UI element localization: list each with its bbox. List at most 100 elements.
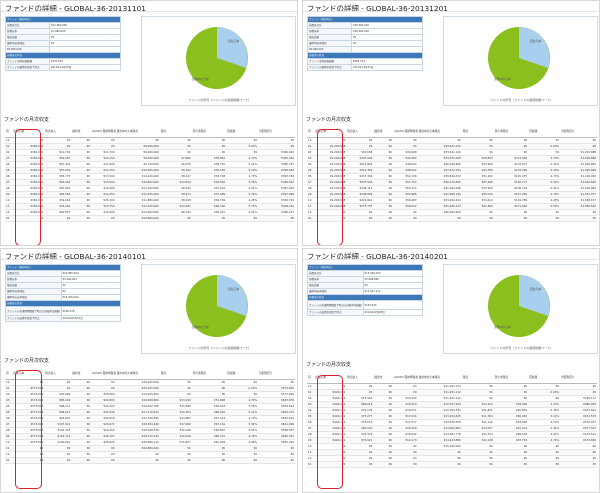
column-header[interactable]: 運用中の元本残高 — [115, 125, 160, 138]
column-header[interactable]: 利息収入 — [44, 367, 72, 380]
column-header[interactable]: 分配利回り — [258, 367, 295, 380]
column-header[interactable]: 分配利回り — [560, 125, 597, 138]
column-header[interactable]: 月 — [5, 367, 13, 380]
column-header[interactable]: 預り金残高 — [493, 371, 529, 384]
column-header[interactable]: 分配利回り — [560, 371, 597, 384]
table-row: 07 ¥426,111 ¥82,560 ¥0 ¥18,109 ¥14,061,667 ¥13… — [307, 425, 597, 432]
column-header[interactable]: AQUSH 貸倒準備金 — [392, 371, 418, 384]
value-cell: ¥0 — [461, 389, 494, 396]
value-cell: ¥0 — [71, 427, 91, 434]
column-header[interactable]: 月 — [5, 125, 13, 138]
value-cell: ¥0 — [346, 143, 374, 150]
value-cell: ¥9,075 — [159, 161, 192, 168]
value-cell: ¥0 — [71, 397, 91, 404]
column-header[interactable]: 預り金残高 — [191, 125, 227, 138]
value-cell: ¥34,935,008 — [417, 155, 462, 162]
value-cell: ¥360,000 — [12, 167, 45, 174]
table-row: 05 ¥1,293,888 ¥214,364 ¥0 ¥48,922 ¥37,522,784… — [307, 167, 597, 174]
column-header[interactable]: 繰替金 — [373, 371, 393, 384]
summary-row: ファンドの全運用期間終了時点の分配予定総額 ¥143,043 — [307, 300, 424, 310]
value-cell: ¥0 — [71, 215, 91, 222]
column-header[interactable]: 運用中の元本残高 — [417, 125, 462, 138]
fund-summary-table: ファンド（現在時点） 出資金合計 ¥46,560,000 目標元本 ¥46,560,00… — [307, 16, 423, 71]
column-header[interactable]: 運用中の元本残高 — [115, 367, 160, 380]
column-header[interactable]: 回収額 — [226, 125, 259, 138]
month-cell: 09 — [5, 433, 13, 440]
value-cell: ¥426,111 — [314, 413, 347, 420]
value-cell: ¥0 — [461, 209, 494, 216]
column-header[interactable]: 残高 — [461, 371, 494, 384]
value-cell: ¥573,600 — [12, 439, 45, 446]
value-cell: ¥0 — [71, 185, 91, 192]
column-header[interactable]: AQUSH 貸倒準備金 — [392, 125, 418, 138]
value-cell: ¥1,431,077 — [560, 191, 597, 198]
column-header[interactable]: 繰替金 — [373, 125, 393, 138]
column-header[interactable]: 分配利回り — [258, 125, 295, 138]
value-cell: ¥0 — [90, 445, 116, 452]
column-header[interactable]: 利息収入 — [346, 371, 374, 384]
value-cell: ¥630,614 — [258, 415, 295, 422]
value-cell: ¥15,353 — [159, 409, 192, 416]
column-header[interactable]: 残高 — [159, 367, 192, 380]
value-cell: ¥47,719 — [493, 437, 529, 444]
panel-title: ファンドの詳細 - GLOBAL-36-20131101 — [1, 1, 297, 12]
value-cell: ¥107,921 — [44, 421, 72, 428]
column-header[interactable]: 預り金残高 — [493, 125, 529, 138]
fund-summary-table: ファンド（現在時点） 出資金合計 ¥15,340,000 目標元本 ¥3,408,888… — [307, 264, 424, 316]
pie-chart — [186, 275, 248, 337]
value-cell: ¥0 — [373, 173, 393, 180]
value-cell: ¥636,397 — [258, 433, 295, 440]
summary-label: ファンドの全運用期間終了時点の分配予定総額 — [5, 306, 62, 316]
column-header[interactable]: 月 — [307, 125, 315, 138]
column-header[interactable]: 出資元本 — [314, 125, 347, 138]
value-cell: ¥11,050 — [90, 167, 116, 174]
pie-legend-slice: 運用中の元本 — [192, 77, 209, 81]
column-header[interactable]: AQUSH 貸倒準備金 — [90, 125, 116, 138]
table-row: 12 ¥0 ¥0 ¥0 ¥0 ¥0 ¥0 ¥0 ¥0 ¥0 — [5, 137, 295, 144]
table-row: 02 ¥426,111 ¥15,440 ¥0 ¥15,440 ¥11,931,112 ¥0 ¥… — [307, 395, 597, 402]
summary-value: ¥143,043 — [362, 300, 424, 310]
value-cell: ¥34,799 — [191, 197, 227, 204]
value-cell: ¥171,652 — [493, 203, 529, 210]
value-cell: ¥0 — [373, 461, 393, 468]
value-cell: ¥48,502 — [493, 431, 529, 438]
value-cell: 4.70% — [528, 437, 561, 444]
column-header[interactable]: 残高 — [461, 125, 494, 138]
value-cell: ¥0 — [346, 443, 374, 450]
value-cell: ¥573,600 — [12, 427, 45, 434]
month-cell: 08 — [5, 427, 13, 434]
table-row: 09 ¥1,293,888 ¥228,696 ¥0 ¥54,966 ¥42,698,336… — [307, 191, 597, 198]
value-cell: ¥11,931,112 — [417, 383, 462, 390]
table-row: 02 ¥573,600 ¥20,069 ¥0 ¥20,069 ¥15,405,000 ¥0 ¥… — [5, 391, 295, 398]
value-cell: ¥0 — [191, 143, 227, 150]
value-cell: 0.00% — [528, 389, 561, 396]
column-header[interactable]: 繰替金 — [71, 367, 91, 380]
value-cell: ¥13,500 — [90, 173, 116, 180]
column-header[interactable]: 利息収入 — [44, 125, 72, 138]
value-cell: 4.70% — [226, 155, 259, 162]
column-header[interactable]: 回収額 — [226, 367, 259, 380]
column-header[interactable]: 回収額 — [528, 125, 561, 138]
monthly-table: 月出資元本 利息収入 繰替金 AQUSH 貸倒準備金 運用中の元本残高 残高 預り金残高 回収… — [5, 125, 295, 222]
value-cell: ¥426,111 — [314, 419, 347, 426]
column-header[interactable]: 運用中の元本残高 — [417, 371, 462, 384]
value-cell: ¥0 — [44, 457, 72, 464]
column-header[interactable]: 利息収入 — [346, 125, 374, 138]
value-cell: ¥50,197 — [44, 155, 72, 162]
value-cell: ¥0 — [560, 449, 597, 456]
column-header[interactable]: 月 — [307, 371, 315, 384]
monthly-table: 月出資元本 利息収入 繰替金 AQUSH 貸倒準備金 運用中の元本残高 残高 預り金残高 回収… — [5, 367, 295, 464]
value-cell: ¥59,016 — [44, 197, 72, 204]
month-cell: 01 — [307, 215, 315, 222]
value-cell: ¥573,600 — [12, 421, 45, 428]
chart-caption: ファンドの状況（ファンドの運用総額ベース） — [490, 346, 553, 350]
column-header[interactable]: 繰替金 — [71, 125, 91, 138]
value-cell: ¥0 — [461, 449, 494, 456]
column-header[interactable]: 回収額 — [528, 371, 561, 384]
value-cell: ¥573,600 — [258, 391, 295, 398]
value-cell: ¥0 — [392, 461, 418, 468]
fund-panel: ファンドの詳細 - GLOBAL-36-20131201 ファンド（現在時点） 出資… — [302, 0, 600, 246]
column-header[interactable]: 残高 — [159, 125, 192, 138]
column-header[interactable]: 預り金残高 — [191, 367, 227, 380]
column-header[interactable]: AQUSH 貸倒準備金 — [90, 367, 116, 380]
